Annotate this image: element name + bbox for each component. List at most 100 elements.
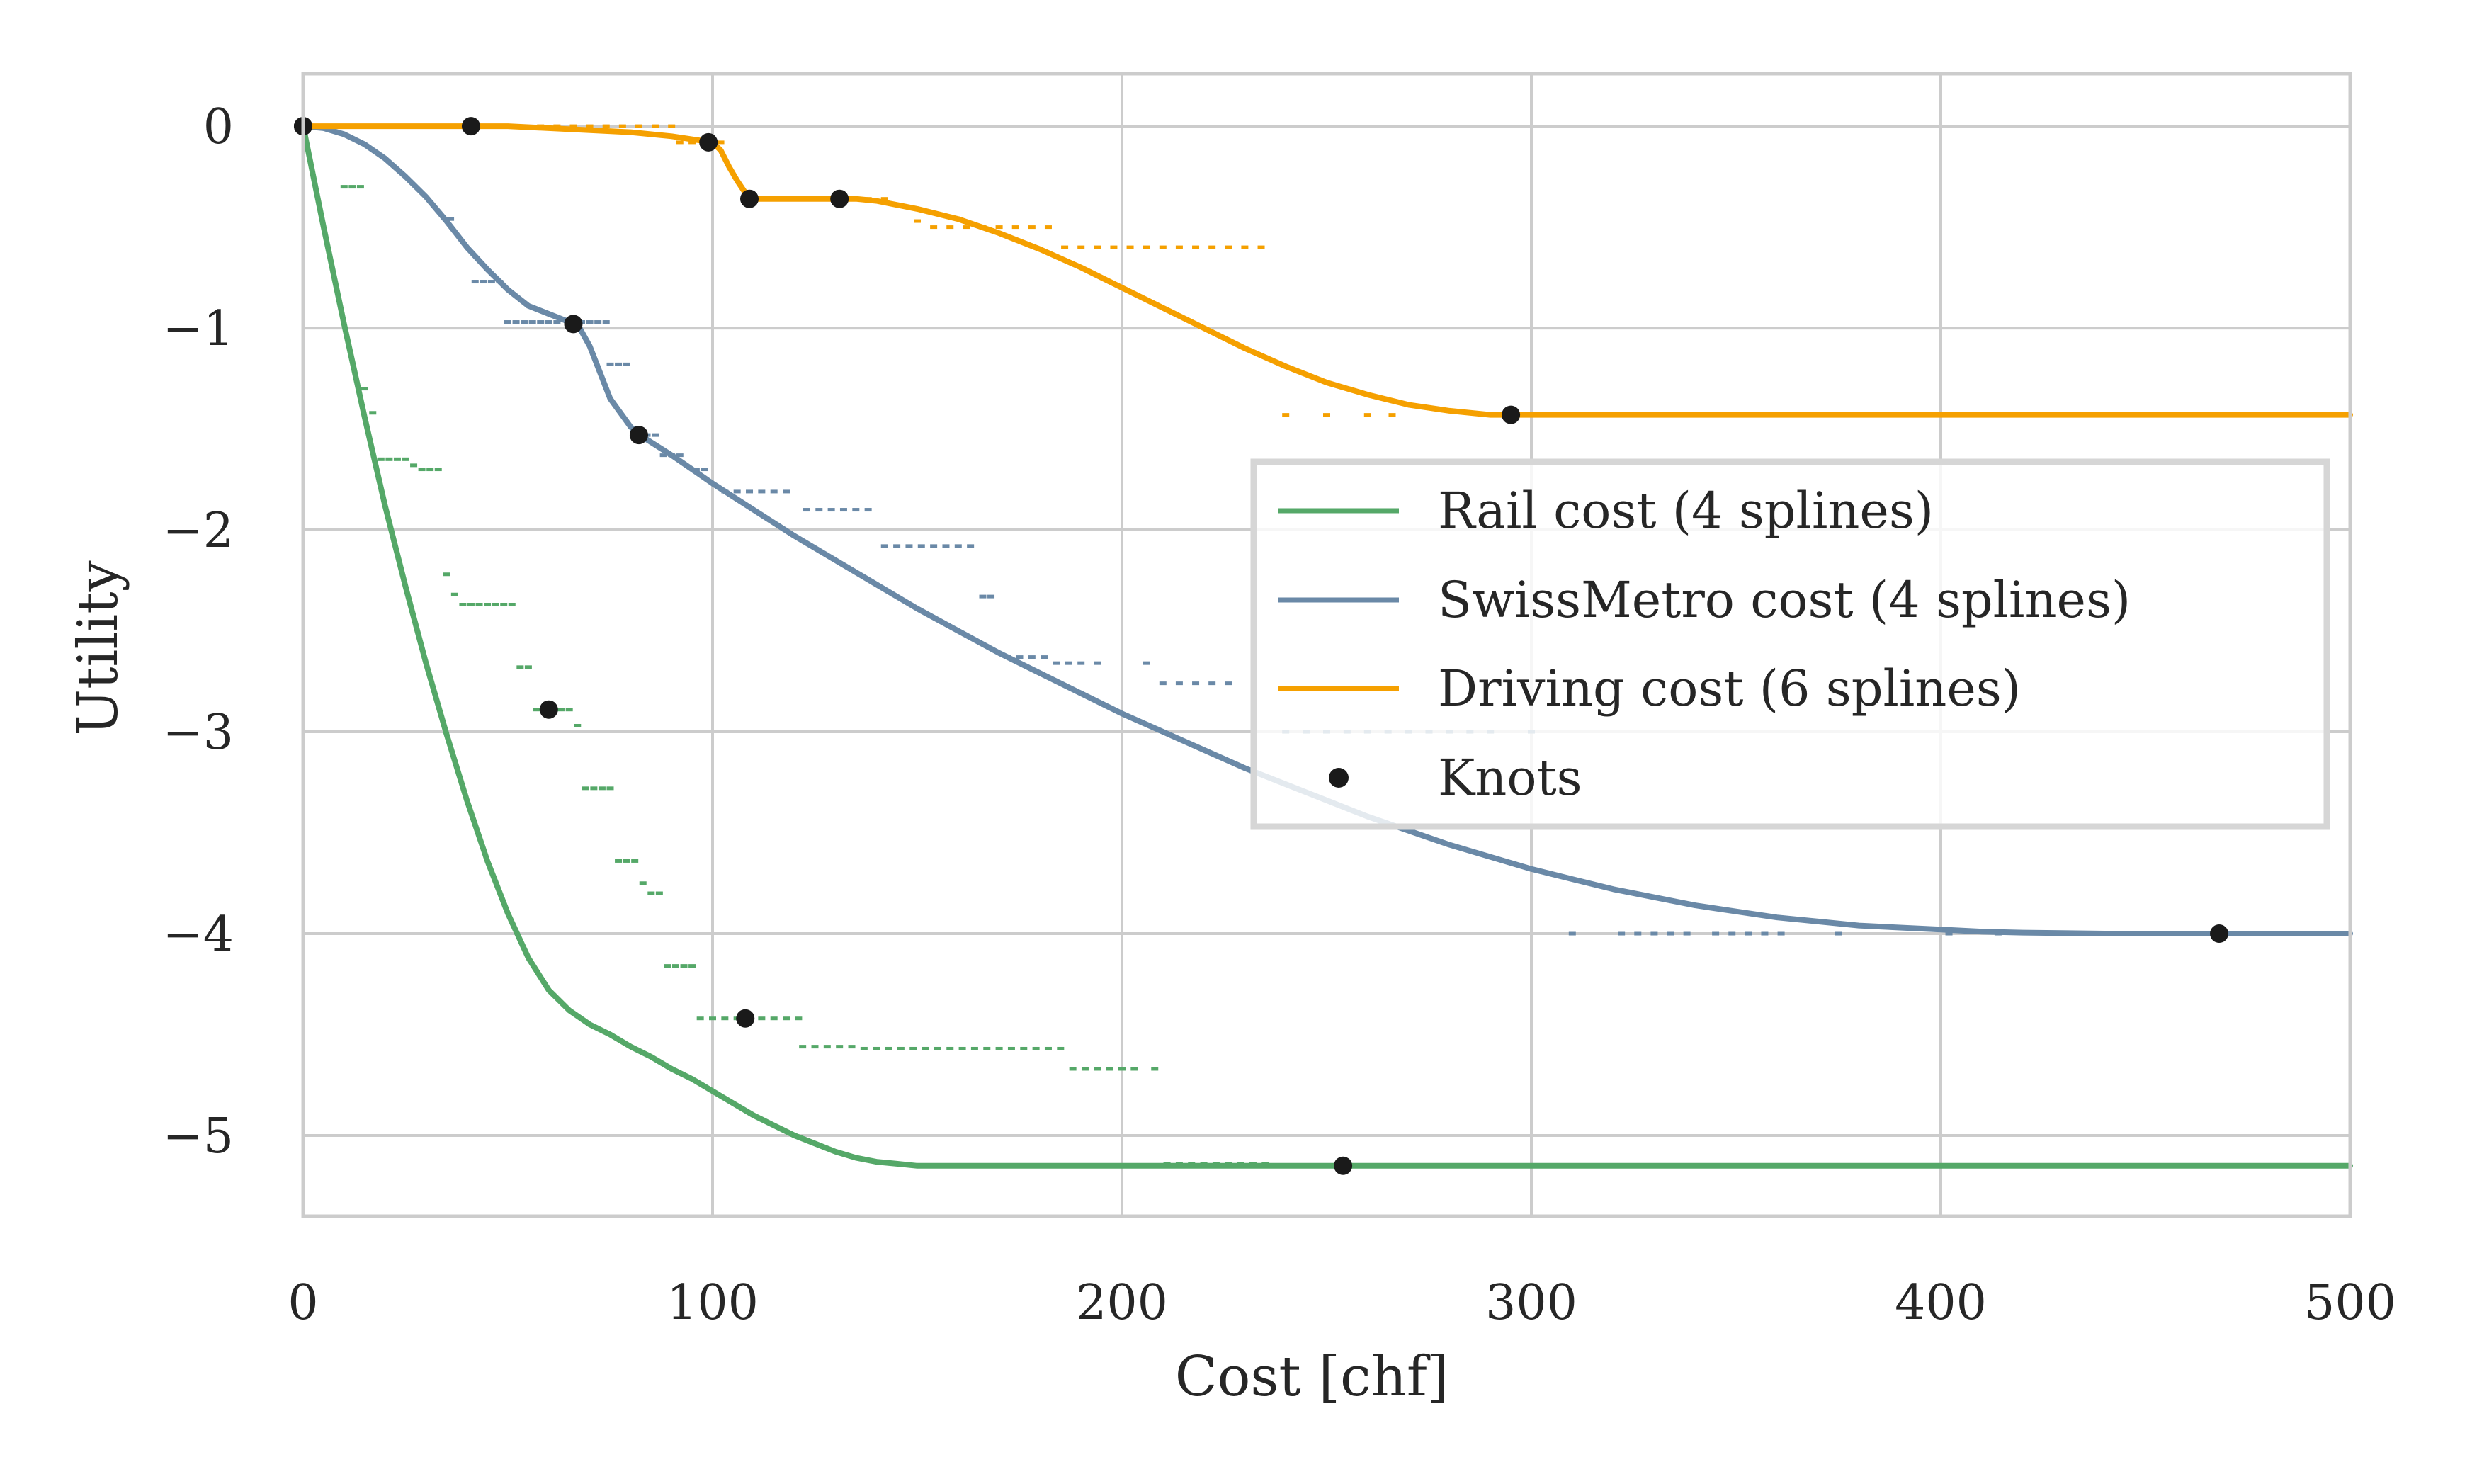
- swissmetro-data-point: [1225, 681, 1232, 686]
- swissmetro-data-point: [987, 594, 995, 599]
- rail-data-point: [631, 859, 639, 863]
- x-tick-label: 300: [1485, 1275, 1577, 1331]
- swissmetro-data-point: [487, 280, 495, 284]
- rail-data-point: [770, 1016, 778, 1021]
- swissmetro-data-point: [1712, 931, 1720, 936]
- rail-data-point: [467, 603, 475, 607]
- swissmetro-data-point: [1028, 655, 1036, 659]
- x-tick-label: 0: [288, 1275, 318, 1331]
- swissmetro-data-point: [1683, 931, 1691, 936]
- driving-data-point: [1208, 245, 1216, 249]
- swissmetro-data-point: [1761, 931, 1769, 936]
- swissmetro-data-point: [1053, 661, 1060, 665]
- swissmetro-data-point: [512, 320, 520, 324]
- rail-data-point: [671, 964, 679, 968]
- rail-data-point: [410, 463, 418, 468]
- swissmetro-data-point: [1728, 931, 1736, 936]
- rail-data-point: [655, 891, 663, 895]
- rail-data-point: [557, 708, 565, 712]
- rail-data-point: [688, 964, 696, 968]
- legend-swatch-knots: [1329, 768, 1349, 788]
- swissmetro-data-point: [594, 320, 602, 324]
- rail-data-point: [434, 468, 442, 472]
- swissmetro-data-point: [733, 489, 741, 494]
- y-tick-label: 0: [203, 99, 234, 155]
- swissmetro-data-point: [537, 320, 545, 324]
- swissmetro-data-point: [615, 362, 623, 366]
- swissmetro-data-point: [447, 217, 455, 221]
- y-tick-label: −4: [163, 907, 234, 963]
- swissmetro-data-point: [942, 544, 950, 548]
- rail-data-point: [1118, 1067, 1126, 1071]
- driving-data-point: [676, 140, 684, 145]
- swissmetro-data-point: [783, 489, 790, 494]
- rail-data-point: [450, 592, 458, 596]
- driving-data-point: [1363, 413, 1371, 417]
- rail-data-point: [426, 468, 434, 472]
- swissmetro-data-point: [815, 508, 823, 512]
- rail-data-point: [799, 1045, 807, 1049]
- rail-data-point: [565, 708, 573, 712]
- swissmetro-data-point: [1945, 931, 1953, 936]
- rail-data-point: [970, 1046, 978, 1050]
- swissmetro-data-point: [852, 508, 860, 512]
- driving-data-point: [652, 124, 659, 128]
- rail-data-point: [995, 1046, 1003, 1050]
- rail-data-point: [885, 1046, 892, 1050]
- driving-data-point: [668, 124, 676, 128]
- swissmetro-data-point: [1175, 681, 1183, 686]
- rail-data-point: [606, 786, 614, 791]
- x-tick-label: 200: [1076, 1275, 1168, 1331]
- rail-data-point: [1130, 1067, 1138, 1071]
- driving-data-point: [1388, 413, 1396, 417]
- rail-data-point: [348, 185, 356, 189]
- swissmetro-data-point: [659, 453, 667, 458]
- swissmetro-data-point: [758, 489, 766, 494]
- rail-data-point: [508, 603, 516, 607]
- swissmetro-data-point: [1065, 661, 1072, 665]
- swissmetro-data-point: [676, 453, 684, 458]
- rail-data-point: [402, 457, 409, 461]
- swissmetro-data-point: [893, 544, 901, 548]
- driving-data-point: [1257, 245, 1265, 249]
- rail-data-point: [983, 1046, 991, 1050]
- rail-data-point: [484, 603, 492, 607]
- swissmetro-data-point: [1208, 681, 1216, 686]
- driving-data-point: [914, 219, 921, 223]
- swissmetro-data-point: [521, 320, 528, 324]
- driving-data-point: [1241, 245, 1249, 249]
- rail-data-point: [783, 1016, 790, 1021]
- rail-knot: [539, 700, 558, 719]
- swissmetro-data-point: [1094, 661, 1101, 665]
- swissmetro-data-point: [827, 508, 835, 512]
- rail-data-point: [369, 411, 377, 415]
- driving-data-point: [995, 225, 1003, 230]
- swissmetro-data-point: [905, 544, 913, 548]
- swissmetro-data-point: [1192, 681, 1200, 686]
- rail-data-point: [623, 859, 630, 863]
- rail-data-point: [1069, 1067, 1077, 1071]
- rail-data-point: [582, 786, 589, 791]
- rail-data-point: [340, 185, 348, 189]
- y-axis-label: Utility: [67, 560, 130, 735]
- swissmetro-data-point: [1143, 661, 1150, 665]
- driving-data-point: [586, 124, 594, 128]
- tick-labels: 0 100 200 300 400 500 0 −1 −2 −3 −4 −5: [163, 99, 2396, 1331]
- swissmetro-data-point: [880, 544, 888, 548]
- swissmetro-knot: [564, 315, 583, 334]
- rail-data-point: [524, 665, 532, 669]
- rail-data-point: [946, 1046, 954, 1050]
- rail-data-point: [574, 723, 582, 727]
- swissmetro-data-point: [864, 508, 872, 512]
- swissmetro-data-point: [1041, 655, 1048, 659]
- rail-data-point: [1044, 1046, 1052, 1050]
- driving-knot: [1502, 405, 1521, 424]
- swissmetro-data-point: [471, 280, 479, 284]
- y-tick-label: −1: [163, 301, 234, 357]
- rail-data-point: [500, 603, 508, 607]
- driving-data-point: [1282, 413, 1290, 417]
- driving-knot: [699, 132, 718, 152]
- rail-data-point: [1007, 1046, 1015, 1050]
- driving-data-point: [930, 225, 938, 230]
- rail-data-point: [459, 603, 467, 607]
